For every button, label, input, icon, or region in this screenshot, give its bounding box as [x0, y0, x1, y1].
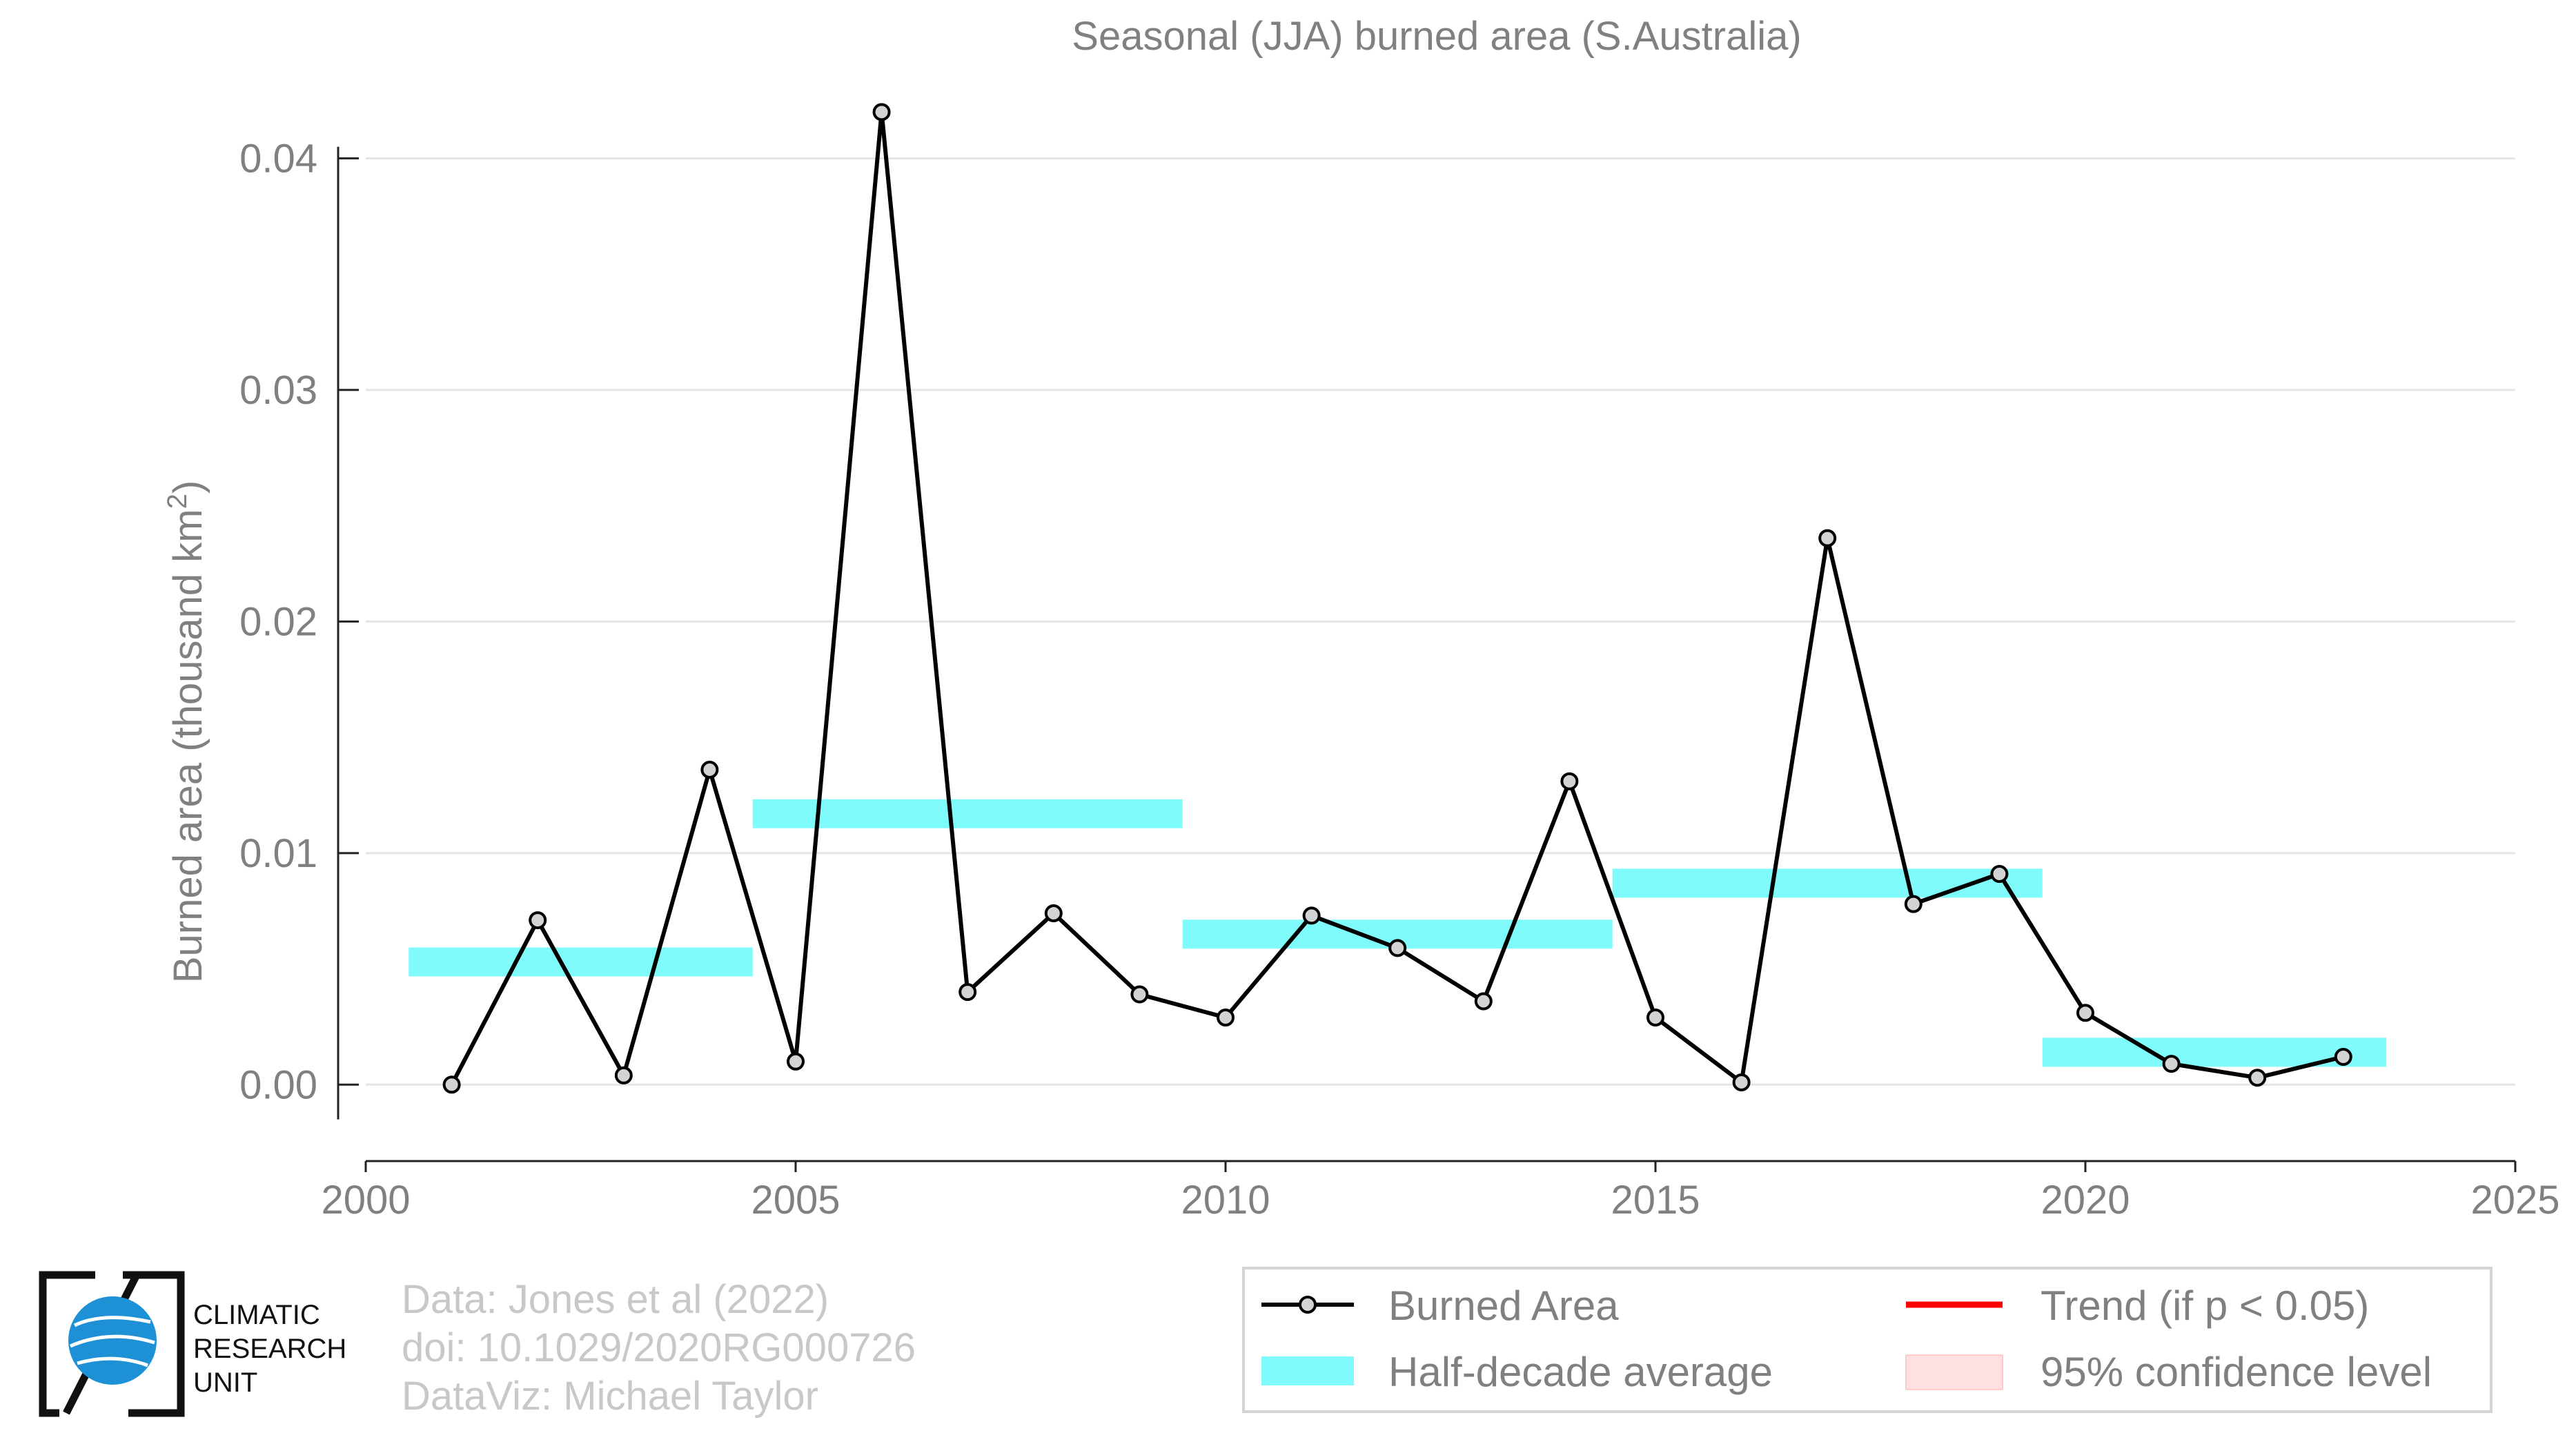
- y-axis-label-prefix: Burned area (thousand km: [166, 509, 210, 983]
- globe-swirl-3: [77, 1356, 148, 1367]
- burned-area-point: [1560, 772, 1579, 790]
- y-tick-label: 0.01: [239, 831, 317, 876]
- legend: Burned Area Trend (if p < 0.05) Half-dec…: [1242, 1267, 2493, 1413]
- y-tick-label: 0.02: [239, 599, 317, 644]
- burned-area-point: [614, 1066, 633, 1084]
- logo-line-3: UNIT: [193, 1367, 257, 1398]
- legend-frame: [1242, 1267, 2493, 1413]
- burned-area-point: [529, 911, 547, 930]
- legend-burned-area-label: Burned Area: [1388, 1283, 1619, 1329]
- y-axis-label-superscript: 2: [162, 494, 193, 509]
- burned-area-point: [1646, 1009, 1664, 1027]
- logo-line-1: CLIMATIC: [193, 1300, 320, 1330]
- burned-area-point: [442, 1075, 461, 1094]
- burned-area-point: [700, 761, 719, 779]
- legend-trend-label: Trend (if p < 0.05): [2041, 1283, 2369, 1329]
- burned-area-point: [1732, 1073, 1751, 1091]
- credit-doi: doi: 10.1029/2020RG000726: [402, 1325, 916, 1370]
- half-decade-average-bar: [2042, 1038, 2387, 1067]
- legend-burned-area-marker: [1299, 1296, 1317, 1314]
- globe-swirl-2: [70, 1334, 155, 1348]
- x-tick-label: 2015: [1611, 1178, 1700, 1223]
- x-tick-label: 2010: [1181, 1178, 1270, 1223]
- cru-logo: CLIMATIC RESEARCH UNIT: [39, 1271, 346, 1417]
- y-axis-label: Burned area (thousand km2): [162, 480, 210, 983]
- y-tick-label: 0.03: [239, 368, 317, 413]
- burned-area-point: [2162, 1055, 2181, 1073]
- burned-area-point: [2334, 1048, 2352, 1067]
- y-tick-label: 0.00: [239, 1062, 317, 1107]
- y-tick-label: 0.04: [239, 136, 317, 181]
- burned-area-point: [958, 983, 977, 1002]
- burned-area-series: [442, 103, 2352, 1094]
- burned-area-point: [872, 103, 891, 121]
- logo-line-2: RESEARCH: [193, 1334, 346, 1364]
- half-decade-average-bar: [752, 799, 1183, 828]
- legend-half-decade-swatch: [1261, 1356, 1354, 1385]
- legend-confidence-swatch: [1905, 1354, 2003, 1390]
- burned-area-point: [1130, 985, 1149, 1004]
- burned-area-point: [1302, 906, 1321, 925]
- burned-area-point: [2076, 1004, 2094, 1022]
- half-decade-average-bars: [409, 799, 2387, 1067]
- legend-confidence-label: 95% confidence level: [2041, 1349, 2432, 1395]
- credit-data: Data: Jones et al (2022): [402, 1277, 829, 1322]
- axes: [337, 146, 2515, 1162]
- burned-area-point: [1388, 939, 1407, 957]
- burned-area-point: [1990, 865, 2009, 884]
- burned-area-point: [1818, 529, 1837, 547]
- x-tick-labels: 2000 2005 2010 2015 2020 2025: [321, 1161, 2560, 1223]
- x-tick-label: 2025: [2470, 1178, 2559, 1223]
- burned-area-point: [1217, 1009, 1235, 1027]
- burned-area-point: [1904, 895, 1923, 913]
- burned-area-point: [1474, 992, 1493, 1011]
- credit-dataviz: DataViz: Michael Taylor: [402, 1374, 818, 1419]
- grid-lines: [366, 157, 2515, 1086]
- burned-area-point: [787, 1052, 805, 1071]
- x-tick-label: 2000: [321, 1178, 410, 1223]
- y-tick-labels: 0.00 0.01 0.02 0.03 0.04: [239, 136, 359, 1107]
- logo-bracket-right: [123, 1271, 185, 1417]
- x-tick-label: 2005: [751, 1178, 840, 1223]
- y-axis-label-suffix: ): [166, 480, 210, 494]
- burned-area-point: [2248, 1069, 2267, 1087]
- logo-bracket-left: [39, 1271, 95, 1417]
- legend-half-decade-label: Half-decade average: [1388, 1349, 1773, 1395]
- globe-swirl-1: [73, 1316, 151, 1327]
- chart-title: Seasonal (JJA) burned area (S.Australia): [1072, 14, 1801, 59]
- half-decade-average-bar: [409, 947, 753, 977]
- burned-area-point: [1044, 904, 1063, 923]
- x-tick-label: 2020: [2041, 1178, 2130, 1223]
